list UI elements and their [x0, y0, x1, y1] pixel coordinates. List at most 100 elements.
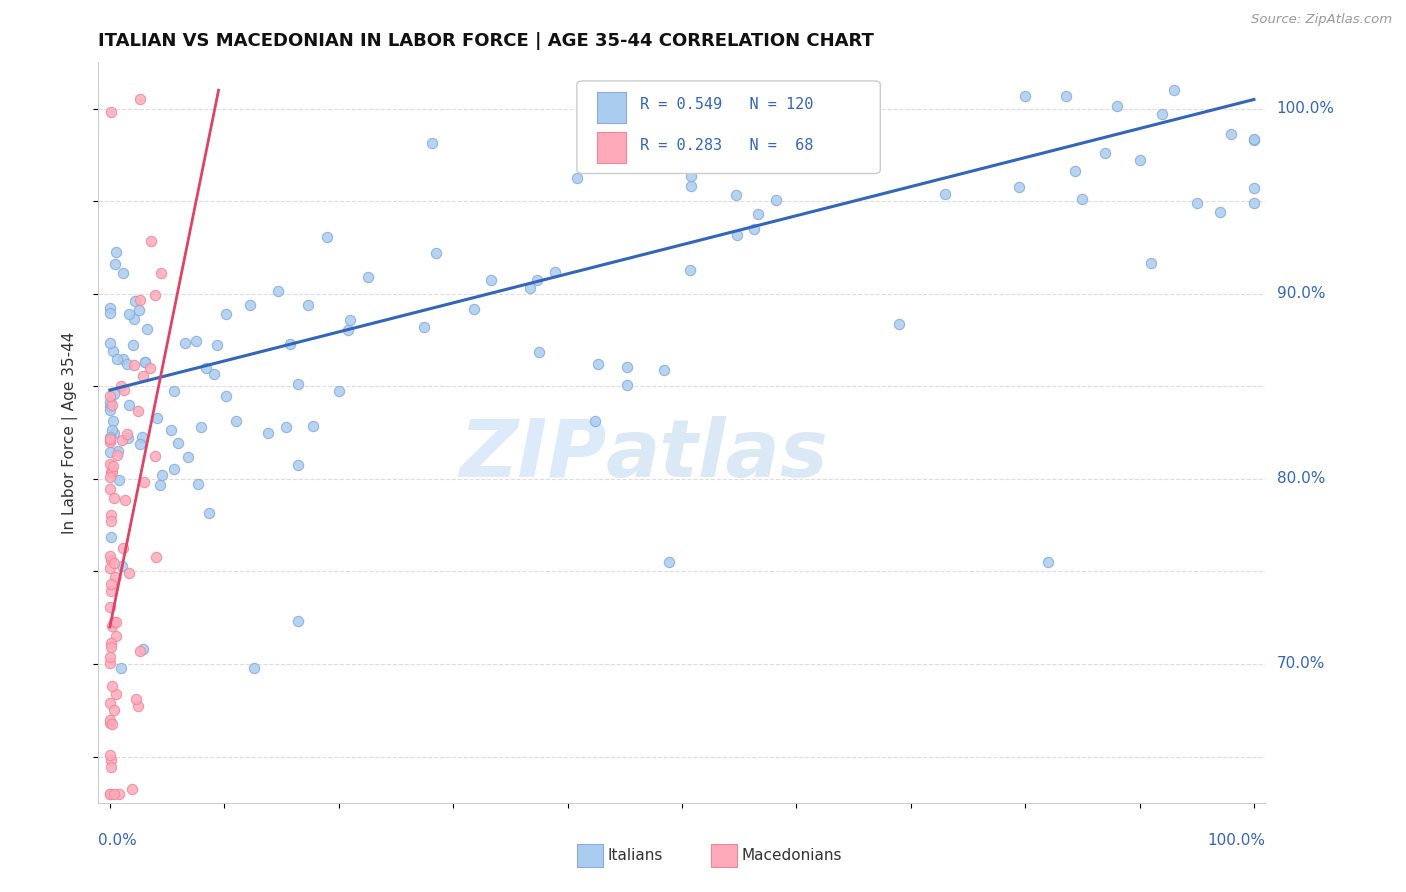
Point [1094, 145, 1116, 160]
Point [479, 273, 502, 287]
Point [98, 561, 121, 575]
Point [98, 430, 121, 444]
Point [121, 338, 143, 352]
Point [101, 619, 124, 633]
Point [105, 629, 128, 643]
Point [583, 414, 606, 428]
Point [1185, 196, 1208, 211]
Point [145, 550, 167, 565]
Point [98, 434, 121, 449]
Text: Macedonians: Macedonians [741, 848, 842, 863]
Text: 100.0%: 100.0% [1208, 833, 1265, 848]
Point [339, 313, 361, 327]
Point [167, 436, 190, 450]
Point [100, 508, 122, 522]
Point [614, 135, 637, 149]
Point [101, 465, 124, 479]
Text: 0.0%: 0.0% [98, 833, 138, 848]
Text: Italians: Italians [607, 848, 662, 863]
Point [105, 244, 128, 259]
Point [134, 354, 156, 368]
Point [103, 344, 125, 359]
Point [243, 661, 266, 675]
Point [1054, 89, 1077, 103]
Point [328, 384, 350, 398]
Point [287, 458, 309, 472]
Point [652, 363, 675, 377]
Point [114, 493, 136, 508]
Point [101, 458, 124, 473]
Point [98, 389, 121, 403]
Point [463, 302, 485, 317]
Point [316, 230, 339, 244]
Point [104, 615, 127, 629]
Point [98, 458, 121, 472]
Point [117, 426, 139, 441]
Point [1243, 181, 1265, 195]
Point [103, 387, 125, 401]
Point [98, 336, 121, 351]
Point [104, 687, 127, 701]
Point [1014, 88, 1036, 103]
Point [1140, 255, 1163, 269]
Point [747, 207, 769, 221]
Point [98, 432, 121, 446]
Point [131, 430, 153, 444]
Point [101, 414, 124, 428]
Point [111, 558, 134, 573]
Point [1208, 205, 1230, 219]
Point [679, 263, 702, 277]
Point [1243, 133, 1265, 147]
Point [103, 703, 125, 717]
Point [297, 298, 319, 312]
Text: ZIP: ZIP [458, 416, 606, 494]
Point [117, 431, 139, 445]
Point [101, 716, 124, 731]
Point [357, 270, 380, 285]
Point [267, 284, 290, 298]
Point [239, 298, 262, 312]
Point [1243, 195, 1265, 210]
Point [146, 411, 169, 425]
Point [98, 301, 121, 315]
Point [202, 367, 225, 381]
Point [127, 698, 149, 713]
Point [98, 716, 121, 731]
Point [682, 96, 704, 111]
Bar [576, 844, 603, 867]
Point [128, 644, 150, 658]
Point [107, 444, 129, 458]
Point [115, 357, 138, 371]
Point [187, 476, 209, 491]
Point [420, 136, 443, 150]
Point [127, 404, 149, 418]
Bar [711, 844, 737, 867]
Point [112, 267, 135, 281]
Point [150, 467, 173, 482]
Point [98, 713, 121, 727]
Point [302, 419, 325, 434]
Point [163, 462, 186, 476]
Point [616, 378, 638, 392]
Point [225, 414, 247, 428]
Point [190, 419, 212, 434]
Point [112, 351, 135, 366]
Point [128, 93, 150, 107]
Point [287, 376, 309, 391]
Point [101, 398, 124, 412]
Point [104, 257, 127, 271]
Point [111, 433, 134, 447]
Point [108, 787, 131, 801]
Point [287, 615, 309, 629]
Point [100, 640, 122, 655]
Point [1220, 127, 1243, 141]
Point [98, 395, 121, 409]
Point [274, 420, 297, 434]
Point [100, 599, 122, 614]
Point [103, 491, 125, 506]
Point [100, 433, 122, 447]
Point [567, 171, 589, 186]
Point [118, 307, 141, 321]
Text: 70.0%: 70.0% [1277, 657, 1324, 672]
Point [98, 747, 121, 762]
